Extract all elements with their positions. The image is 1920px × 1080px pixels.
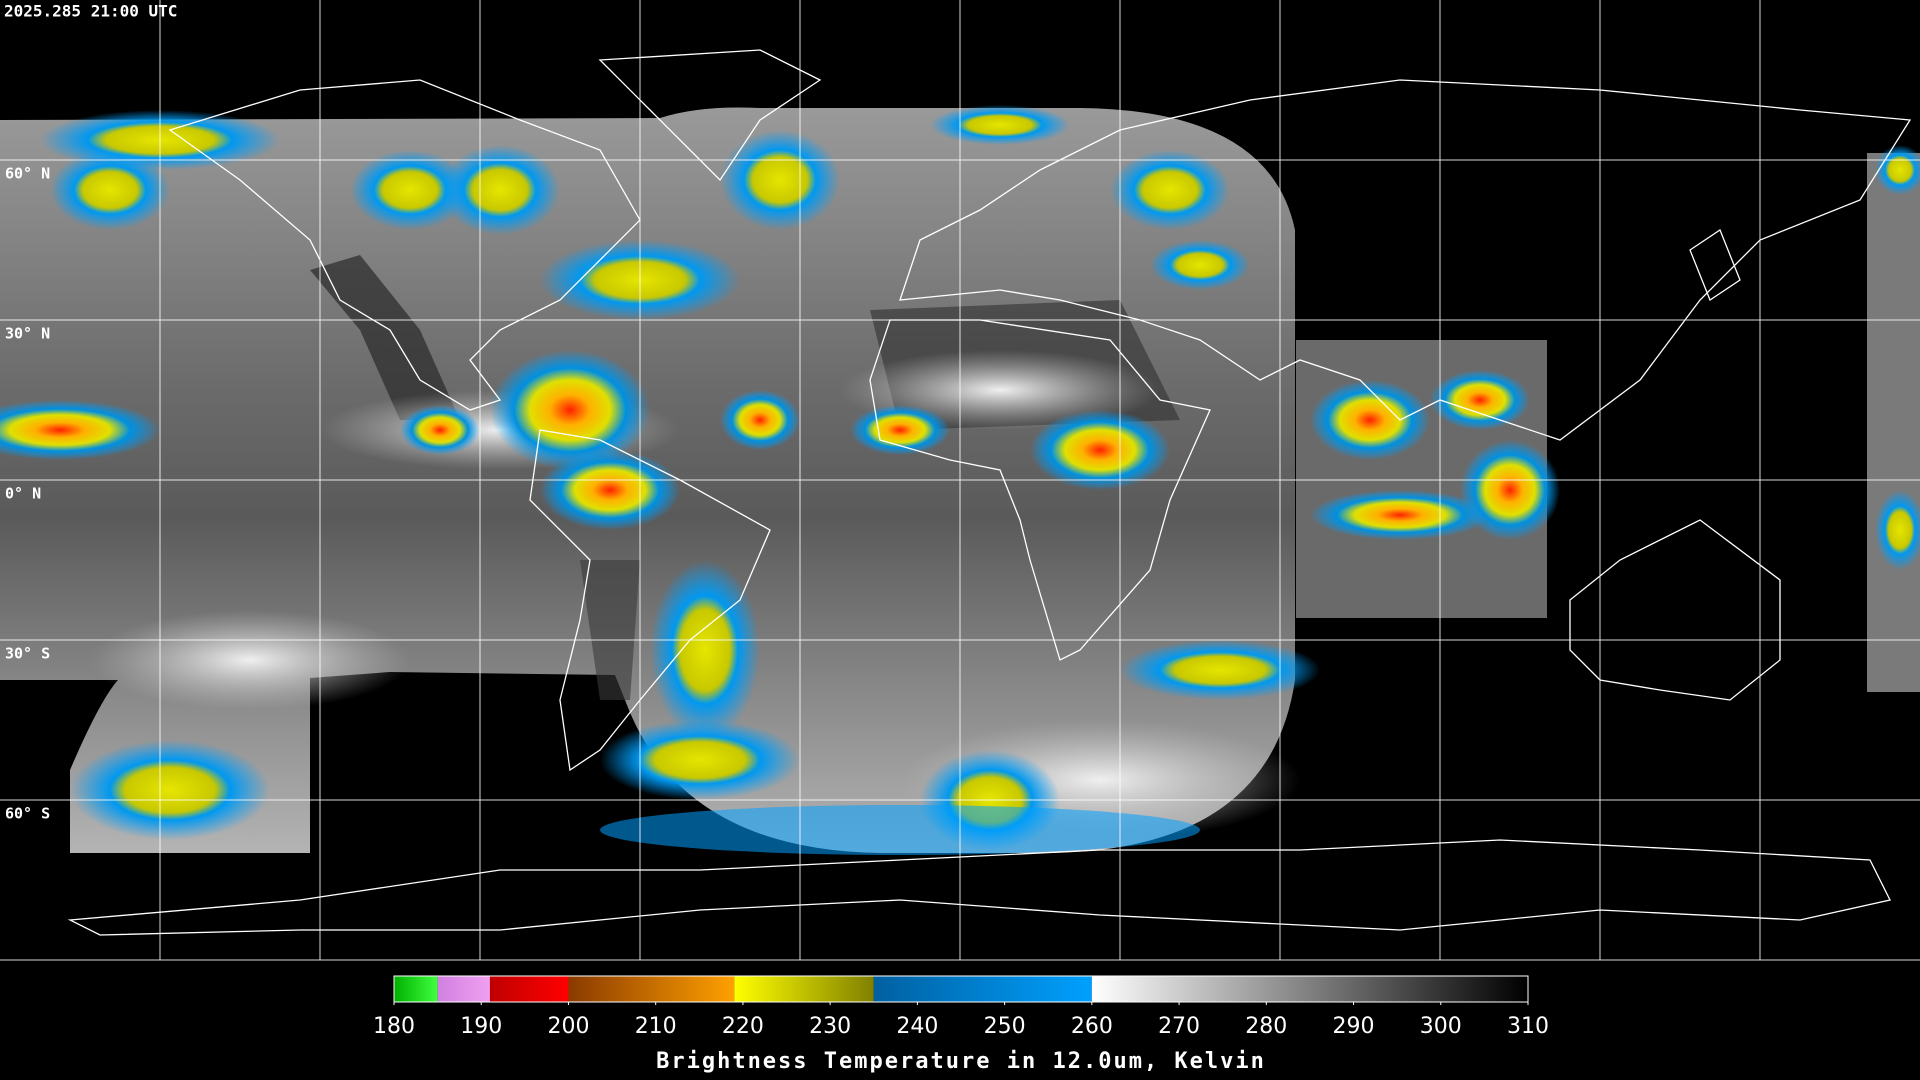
colorbar-tick-label: 230 <box>809 1014 851 1039</box>
colorbar-segment <box>437 976 490 1002</box>
coastline-south-america <box>529 429 771 772</box>
colorbar-segment <box>394 976 438 1002</box>
colorbar-tick-label: 250 <box>984 1014 1026 1039</box>
colorbar-tick-label: 220 <box>722 1014 764 1039</box>
imagery-pacific <box>1867 153 1920 692</box>
colorbar-tick-label: 280 <box>1245 1014 1287 1039</box>
latitude-label: 30° N <box>5 325 50 343</box>
timestamp: 2025.285 21:00 UTC <box>4 2 177 21</box>
colorbar-segment <box>489 976 569 1002</box>
coastline-eurasia <box>899 79 1912 441</box>
colorbar-tick-label: 180 <box>373 1014 415 1039</box>
latitude-label: 30° S <box>5 645 50 663</box>
latitude-label: 0° N <box>5 485 41 503</box>
coastline-australia <box>1569 519 1781 701</box>
colorbar-tick-label: 310 <box>1507 1014 1549 1039</box>
colorbar-tick-label: 270 <box>1158 1014 1200 1039</box>
coastline-north-america <box>168 79 641 411</box>
colorbar-tick-label: 290 <box>1333 1014 1375 1039</box>
latitude-label: 60° N <box>5 165 50 183</box>
latitude-label: 60° S <box>5 805 50 823</box>
coastline-antarctica <box>67 839 1891 936</box>
dark-band <box>580 560 640 700</box>
graticule <box>0 0 1920 961</box>
coastlines <box>67 49 1912 936</box>
coastline-africa <box>869 319 1211 661</box>
colorbar: 180 190 200 210 220 230 240 250 260 270 280 290 300 3… <box>373 975 1549 1039</box>
colorbar-segment <box>873 976 1092 1002</box>
colorbar-tick-label: 190 <box>460 1014 502 1039</box>
colorbar-frame <box>393 975 1529 1003</box>
dark-band <box>310 255 460 420</box>
colorbar-segment <box>1091 976 1528 1002</box>
colorbar-tick-label: 200 <box>547 1014 589 1039</box>
colorbar-segment <box>568 976 735 1002</box>
latitude-labels: 60° N 30° N 0° N 30° S 60° S <box>5 165 50 823</box>
colorbar-tick-label: 260 <box>1071 1014 1113 1039</box>
colorbar-segment <box>734 976 874 1002</box>
coastline-japan <box>1689 229 1741 301</box>
colorbar-tick-label: 210 <box>635 1014 677 1039</box>
colorbar-tick-label: 240 <box>896 1014 938 1039</box>
colorbar-label: Brightness Temperature in 12.0um, Kelvin <box>656 1049 1266 1074</box>
coastline-greenland <box>598 49 822 182</box>
colorbar-tick-label: 300 <box>1420 1014 1462 1039</box>
